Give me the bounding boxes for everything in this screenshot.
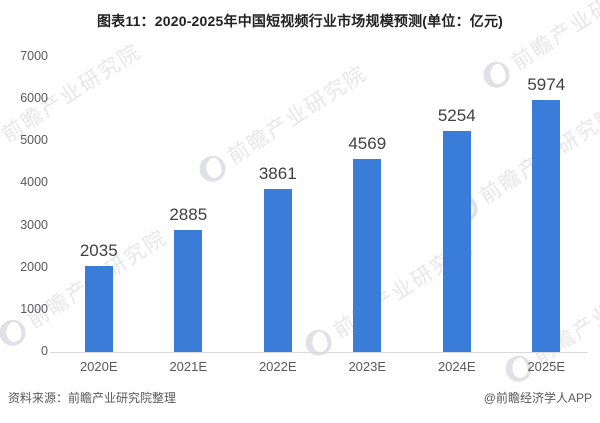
bar-value-label: 2885 [169,205,208,224]
bar [263,189,292,352]
x-tick-label: 2020E [79,359,118,374]
x-tick-label: 2024E [437,359,476,374]
bar-value-label: 5974 [527,75,566,94]
bar [84,266,113,352]
x-tick-label: 2022E [258,359,297,374]
y-tick-label: 1000 [20,301,48,316]
bar-slot: 3861 [233,57,323,352]
y-tick-label: 6000 [20,91,48,106]
plot-area: 2035 2885 3861 4569 5254 5974 [54,57,591,352]
bar [442,131,471,352]
x-tick-label: 2021E [169,359,208,374]
bar-slot: 2035 [54,57,144,352]
y-tick-label: 2000 [20,259,48,274]
bar-value-label: 4569 [348,134,387,153]
y-tick-label: 7000 [20,49,48,63]
y-tick-label: 0 [41,344,48,358]
y-tick-label: 3000 [20,217,48,232]
bar-slot: 2885 [144,57,234,352]
y-tick-label: 4000 [20,175,48,190]
chart-title: 图表11：2020-2025年中国短视频行业市场规模预测(单位：亿元) [96,13,504,29]
forward-logo-icon [0,128,5,165]
source-note: 资料来源：前瞻产业研究院整理 [8,391,177,405]
bar [353,159,382,352]
x-tick-label: 2025E [527,359,566,374]
x-tick-label: 2023E [348,359,387,374]
y-tick-label: 5000 [20,133,48,148]
bar-value-label: 5254 [437,106,476,125]
x-axis-line [50,352,588,353]
bar-slot: 4569 [323,57,413,352]
bar [174,230,203,352]
bar-slot: 5974 [502,57,592,352]
bar-slot: 5254 [412,57,502,352]
x-axis: 2020E 2021E 2022E 2023E 2024E 2025E [54,359,591,374]
bar [532,100,561,352]
bar-value-label: 2035 [79,241,118,260]
credit-note: @前瞻经济学人APP [483,391,592,405]
bar-value-label: 3861 [258,164,297,183]
